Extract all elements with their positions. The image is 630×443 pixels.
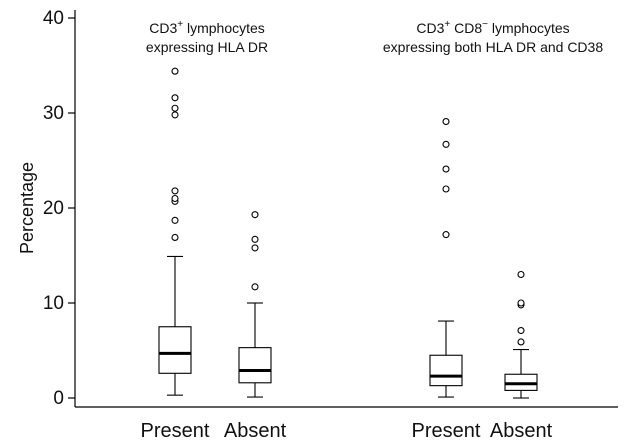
outlier-point: [442, 185, 450, 193]
x-category-labels: Present Absent Present Absent: [141, 420, 553, 442]
box-2-present: [429, 118, 463, 398]
y-tick-label: 40: [43, 8, 64, 29]
outlier-point: [517, 326, 525, 335]
outlier-point: [251, 235, 259, 243]
y-tick-label: 20: [43, 198, 64, 219]
x-category-label: Absent: [224, 420, 287, 442]
outlier-point: [251, 244, 259, 252]
x-category-label: Present: [141, 420, 210, 442]
outlier-point: [442, 140, 450, 148]
outlier-point: [171, 216, 179, 224]
panel-1-title-line-2: expressing HLA DR: [146, 39, 268, 55]
x-category-label: Absent: [490, 420, 553, 442]
outlier-point: [517, 270, 525, 279]
box-1-absent: [238, 211, 272, 398]
outlier-point: [442, 118, 450, 126]
outlier-point: [171, 67, 179, 75]
outlier-point: [171, 233, 179, 241]
box-1-present: [158, 67, 192, 396]
outlier-point: [171, 94, 179, 102]
outlier-point: [442, 165, 450, 173]
outlier-point: [251, 211, 259, 219]
iqr-box: [429, 354, 463, 387]
outlier-point: [171, 111, 179, 119]
y-tick-label: 30: [43, 103, 64, 124]
panel-2-title-line-1: CD3+ CD8− lymphocytes: [416, 19, 569, 36]
outlier-point: [517, 338, 525, 346]
y-ticks: 0 10 20 30 40: [43, 8, 75, 409]
axes: [74, 10, 618, 408]
y-tick-label: 0: [53, 388, 64, 409]
y-tick-label: 10: [43, 293, 64, 314]
y-axis-label: Percentage: [17, 162, 37, 254]
outlier-point: [171, 187, 179, 195]
iqr-box: [158, 326, 192, 374]
x-category-label: Present: [412, 420, 481, 442]
outlier-point: [517, 299, 525, 307]
panel-2-title-line-2: expressing both HLA DR and CD38: [383, 39, 603, 55]
outlier-point: [171, 104, 179, 112]
box-2-absent: [504, 270, 538, 399]
iqr-box: [238, 347, 272, 384]
box-series: [158, 67, 538, 399]
panel-1-title-line-1: CD3+ lymphocytes: [149, 19, 265, 36]
outlier-point: [251, 283, 259, 291]
outlier-point: [442, 231, 450, 239]
outlier-point: [171, 194, 179, 203]
